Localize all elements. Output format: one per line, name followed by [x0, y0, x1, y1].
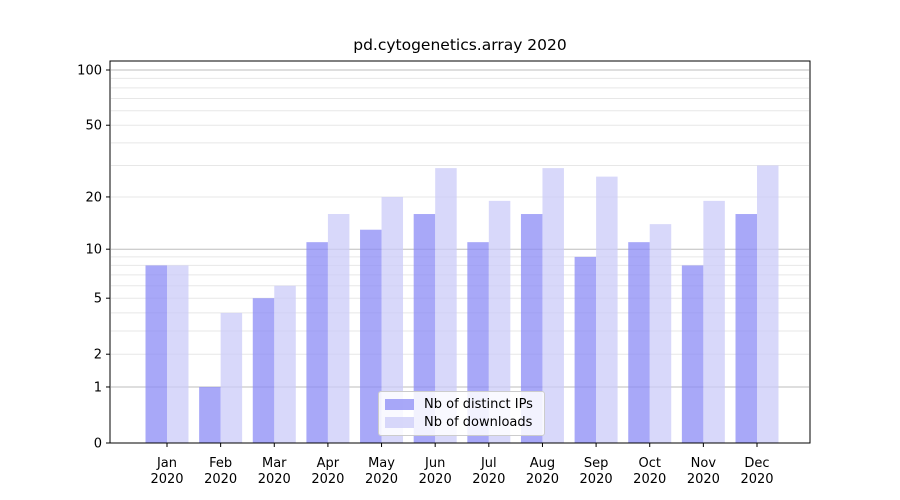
x-tick-label-year: 2020: [687, 472, 720, 487]
bar-jan-series0: [145, 265, 167, 443]
plot-border: [109, 60, 811, 444]
bar-dec-series1: [757, 165, 779, 443]
bar-nov-series1: [703, 200, 725, 443]
legend-swatch-downloads: [385, 417, 414, 428]
x-tick-label-month: Aug: [530, 456, 555, 471]
x-tick-label-month: Jun: [424, 456, 445, 471]
x-tick-label-year: 2020: [633, 472, 666, 487]
bar-feb-series0: [199, 386, 221, 443]
legend-label-distinct-ips: Nb of distinct IPs: [424, 397, 533, 412]
x-tick-label-month: Jan: [156, 456, 177, 471]
x-tick-label-year: 2020: [472, 472, 505, 487]
bar-jun-series1: [435, 168, 457, 443]
legend-label-downloads: Nb of downloads: [424, 415, 533, 430]
bar-feb-series1: [220, 312, 243, 443]
bar-apr-series1: [327, 214, 350, 443]
bar-may-series1: [381, 196, 404, 443]
y-tick-label: 100: [77, 64, 102, 79]
bar-sep-series1: [596, 176, 618, 443]
legend-swatch-distinct-ips: [385, 399, 414, 410]
bar-oct-series0: [628, 242, 650, 443]
bar-may-series0: [360, 229, 382, 443]
y-tick-label: 0: [94, 437, 102, 452]
x-tick-label-year: 2020: [526, 472, 559, 487]
legend-item-downloads: Nb of downloads: [385, 415, 538, 430]
legend: Nb of distinct IPs Nb of downloads: [378, 391, 545, 436]
x-tick-label-year: 2020: [258, 472, 291, 487]
x-tick-label-month: Oct: [638, 456, 660, 471]
bar-aug-series0: [520, 214, 543, 443]
bar-apr-series0: [306, 242, 328, 443]
legend-item-distinct-ips: Nb of distinct IPs: [385, 397, 538, 412]
x-tick-label-year: 2020: [419, 472, 452, 487]
x-tick-label-year: 2020: [365, 472, 398, 487]
x-tick-label-month: Apr: [317, 456, 340, 471]
bar-mar-series0: [252, 298, 275, 443]
x-tick-label-year: 2020: [740, 472, 773, 487]
x-tick-label-month: Dec: [744, 456, 769, 471]
x-tick-label-year: 2020: [204, 472, 237, 487]
y-tick-label: 50: [85, 119, 102, 134]
bar-mar-series1: [274, 285, 296, 443]
x-tick-label-month: Mar: [262, 456, 287, 471]
bar-dec-series0: [735, 214, 757, 443]
bar-sep-series0: [574, 256, 597, 443]
bar-aug-series1: [542, 168, 564, 443]
bar-jul-series1: [488, 200, 511, 443]
x-tick-label-year: 2020: [311, 472, 344, 487]
y-tick-label: 10: [85, 243, 102, 258]
x-tick-label-year: 2020: [150, 472, 183, 487]
bar-jan-series1: [167, 265, 189, 443]
y-tick-label: 20: [85, 190, 102, 205]
y-tick-label: 1: [94, 380, 102, 395]
y-tick-label: 2: [94, 348, 102, 363]
y-tick-label: 5: [94, 292, 102, 307]
chart-title: pd.cytogenetics.array 2020: [353, 36, 567, 54]
x-tick-label-month: Sep: [584, 456, 609, 471]
bar-jun-series0: [413, 214, 436, 443]
x-tick-label-month: Feb: [209, 456, 232, 471]
x-tick-label-month: May: [368, 456, 395, 471]
x-tick-label-month: Jul: [480, 456, 497, 471]
x-tick-label-year: 2020: [580, 472, 613, 487]
x-tick-label-month: Nov: [691, 456, 717, 471]
bar-oct-series1: [649, 224, 672, 443]
bar-nov-series0: [681, 265, 704, 443]
